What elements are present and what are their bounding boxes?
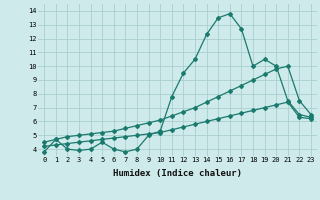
X-axis label: Humidex (Indice chaleur): Humidex (Indice chaleur) <box>113 169 242 178</box>
